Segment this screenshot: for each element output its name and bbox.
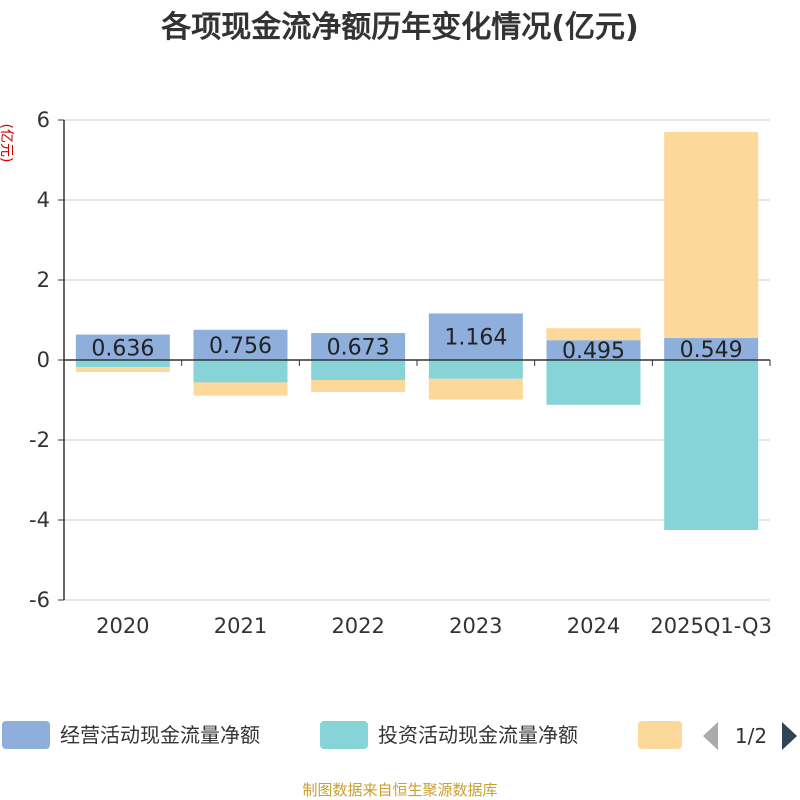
bar-operating [664, 338, 759, 360]
bar-operating [546, 340, 641, 360]
legend-label-operating: 经营活动现金流量净额 [60, 723, 260, 747]
data-label: 0.673 [327, 336, 390, 361]
data-label: 1.164 [444, 326, 507, 351]
bar-financing [664, 132, 759, 339]
y-axis-unit: (亿元) [0, 124, 14, 163]
y-tick-label: 2 [37, 268, 50, 292]
bar-financing [546, 328, 641, 341]
data-labels: 0.636 0.756 0.673 1.164 0.495 0.549 [91, 326, 742, 364]
source-note: 制图数据来自恒生聚源数据库 [302, 781, 497, 799]
bar-investing [75, 360, 170, 368]
bar-operating [193, 329, 288, 360]
x-tick-label: 2023 [449, 614, 502, 638]
legend-item-operating[interactable]: 经营活动现金流量净额 [2, 721, 260, 749]
triangle-left-icon[interactable] [703, 722, 718, 750]
legend-label-investing: 投资活动现金流量净额 [378, 723, 578, 747]
x-tick-label: 2020 [96, 614, 149, 638]
bar-operating [428, 313, 523, 360]
bar-financing [428, 378, 523, 400]
bar-investing [428, 360, 523, 379]
legend-swatch-operating [2, 721, 50, 749]
bar-investing [311, 360, 406, 380]
x-tick-label: 2021 [214, 614, 267, 638]
chart-title: 各项现金流净额历年变化情况(亿元) [160, 10, 638, 45]
x-tick-label: 2024 [567, 614, 620, 638]
data-label: 0.756 [209, 334, 272, 359]
legend-swatch-financing [638, 721, 682, 749]
bar-operating [75, 334, 170, 360]
y-tick-label: 4 [37, 188, 50, 212]
y-tick-label: 6 [37, 108, 50, 132]
y-tick-label: -4 [29, 508, 50, 532]
bar-investing [664, 360, 759, 530]
data-label: 0.636 [91, 336, 154, 361]
bar-investing [546, 360, 641, 405]
triangle-right-icon[interactable] [782, 722, 797, 750]
legend-item-financing[interactable] [638, 721, 682, 749]
y-tick-label: -2 [29, 428, 50, 452]
data-label: 0.495 [562, 339, 625, 364]
y-tick-label: -6 [29, 588, 50, 612]
bars [75, 132, 759, 530]
x-tick-label: 2025Q1-Q3 [650, 614, 772, 638]
legend-pager: 1/2 [735, 724, 767, 748]
x-tick-label: 2022 [331, 614, 384, 638]
legend-item-investing[interactable]: 投资活动现金流量净额 [320, 721, 578, 749]
y-tick-label: 0 [37, 348, 50, 372]
legend-swatch-investing [320, 721, 368, 749]
bar-financing [75, 367, 170, 372]
bar-operating [311, 333, 406, 360]
bar-financing [193, 382, 288, 396]
gridlines [64, 119, 770, 601]
legend: 经营活动现金流量净额 投资活动现金流量净额 1/2 [2, 721, 797, 750]
axes: 6 4 2 0 -2 -4 -6 2020 2021 2022 2023 2024 2025Q1-Q3 [29, 108, 772, 638]
bar-investing [193, 360, 288, 383]
data-label: 0.549 [680, 338, 743, 363]
bar-financing [311, 380, 406, 392]
